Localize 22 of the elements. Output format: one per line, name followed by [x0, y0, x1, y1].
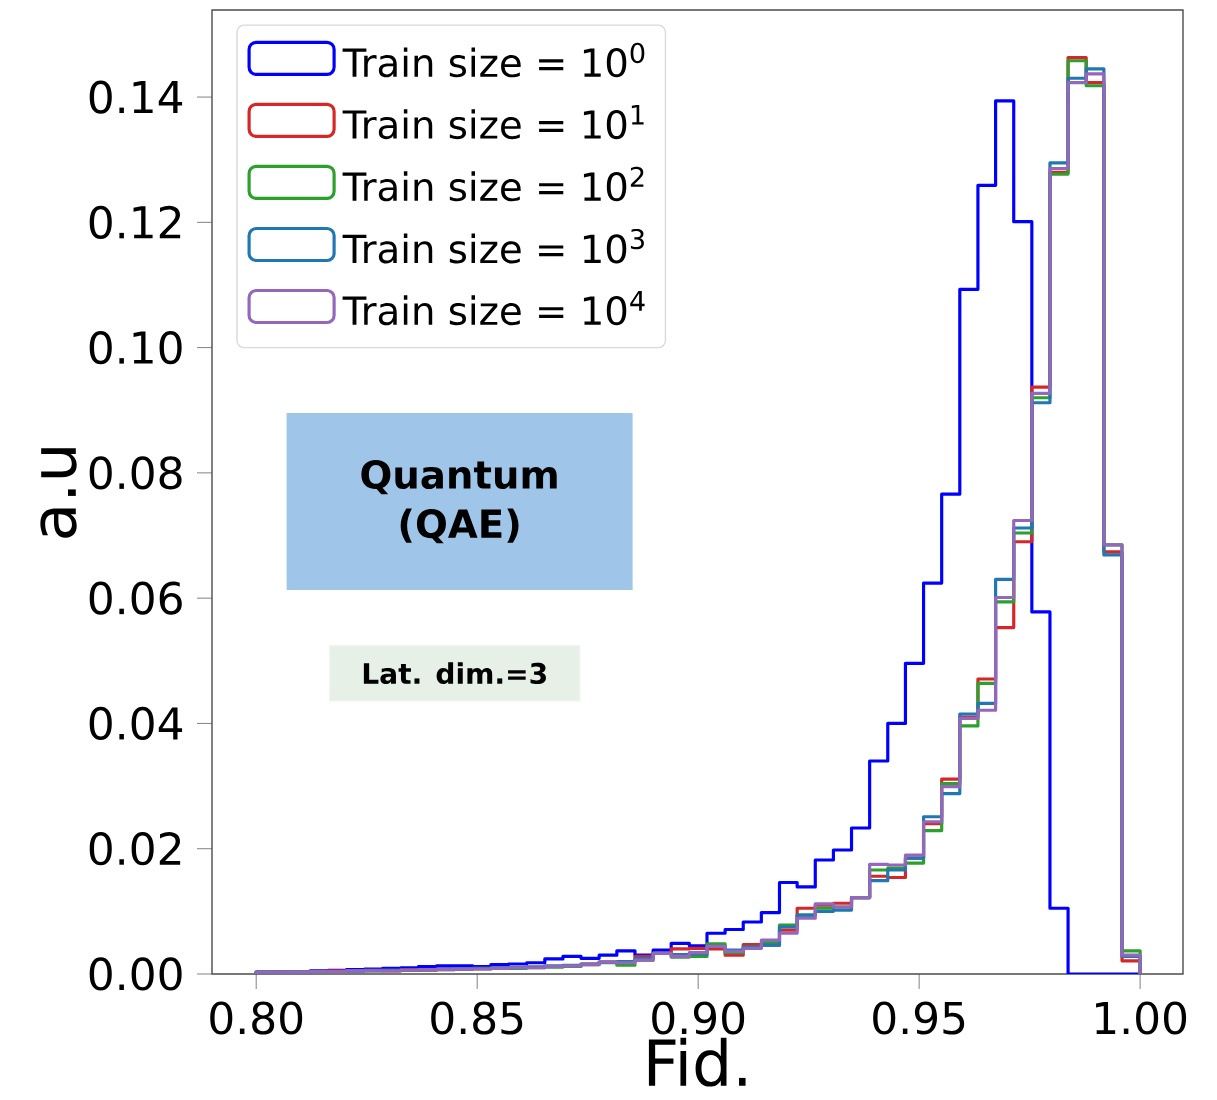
legend-label: Train size = 10$^{4}$ — [342, 291, 645, 326]
y-tick-label: 0.12 — [89, 205, 181, 239]
legend-label: Train size = 10$^{0}$ — [342, 42, 645, 78]
x-tick-label: 0.85 — [431, 1001, 523, 1035]
legend-label: Train size = 10$^{2}$ — [342, 166, 644, 202]
y-axis-title: a.u — [40, 448, 77, 538]
y-tick-label: 0.08 — [89, 456, 182, 490]
x-tick-label: 0.80 — [210, 1001, 303, 1035]
x-tick-label: 1.00 — [1096, 1001, 1187, 1035]
y-tick-label: 0.02 — [89, 832, 181, 866]
y-tick-label: 0.06 — [89, 581, 182, 615]
y-tick-label: 0.00 — [89, 957, 182, 991]
x-axis-title: Fid. — [648, 1037, 746, 1087]
y-tick-label: 0.04 — [89, 706, 183, 741]
legend-label: Train size = 10$^{1}$ — [342, 104, 644, 140]
x-tick-label: 0.95 — [873, 1001, 965, 1035]
annotation: Lat. dim.=3 — [363, 662, 546, 685]
x-tick-label: 0.90 — [652, 1001, 745, 1035]
legend-label: Train size = 10$^{3}$ — [342, 228, 644, 264]
y-tick-label: 0.10 — [89, 330, 182, 365]
annotation: Quantum (QAE) — [361, 459, 557, 544]
y-tick-label: 0.14 — [89, 80, 183, 114]
